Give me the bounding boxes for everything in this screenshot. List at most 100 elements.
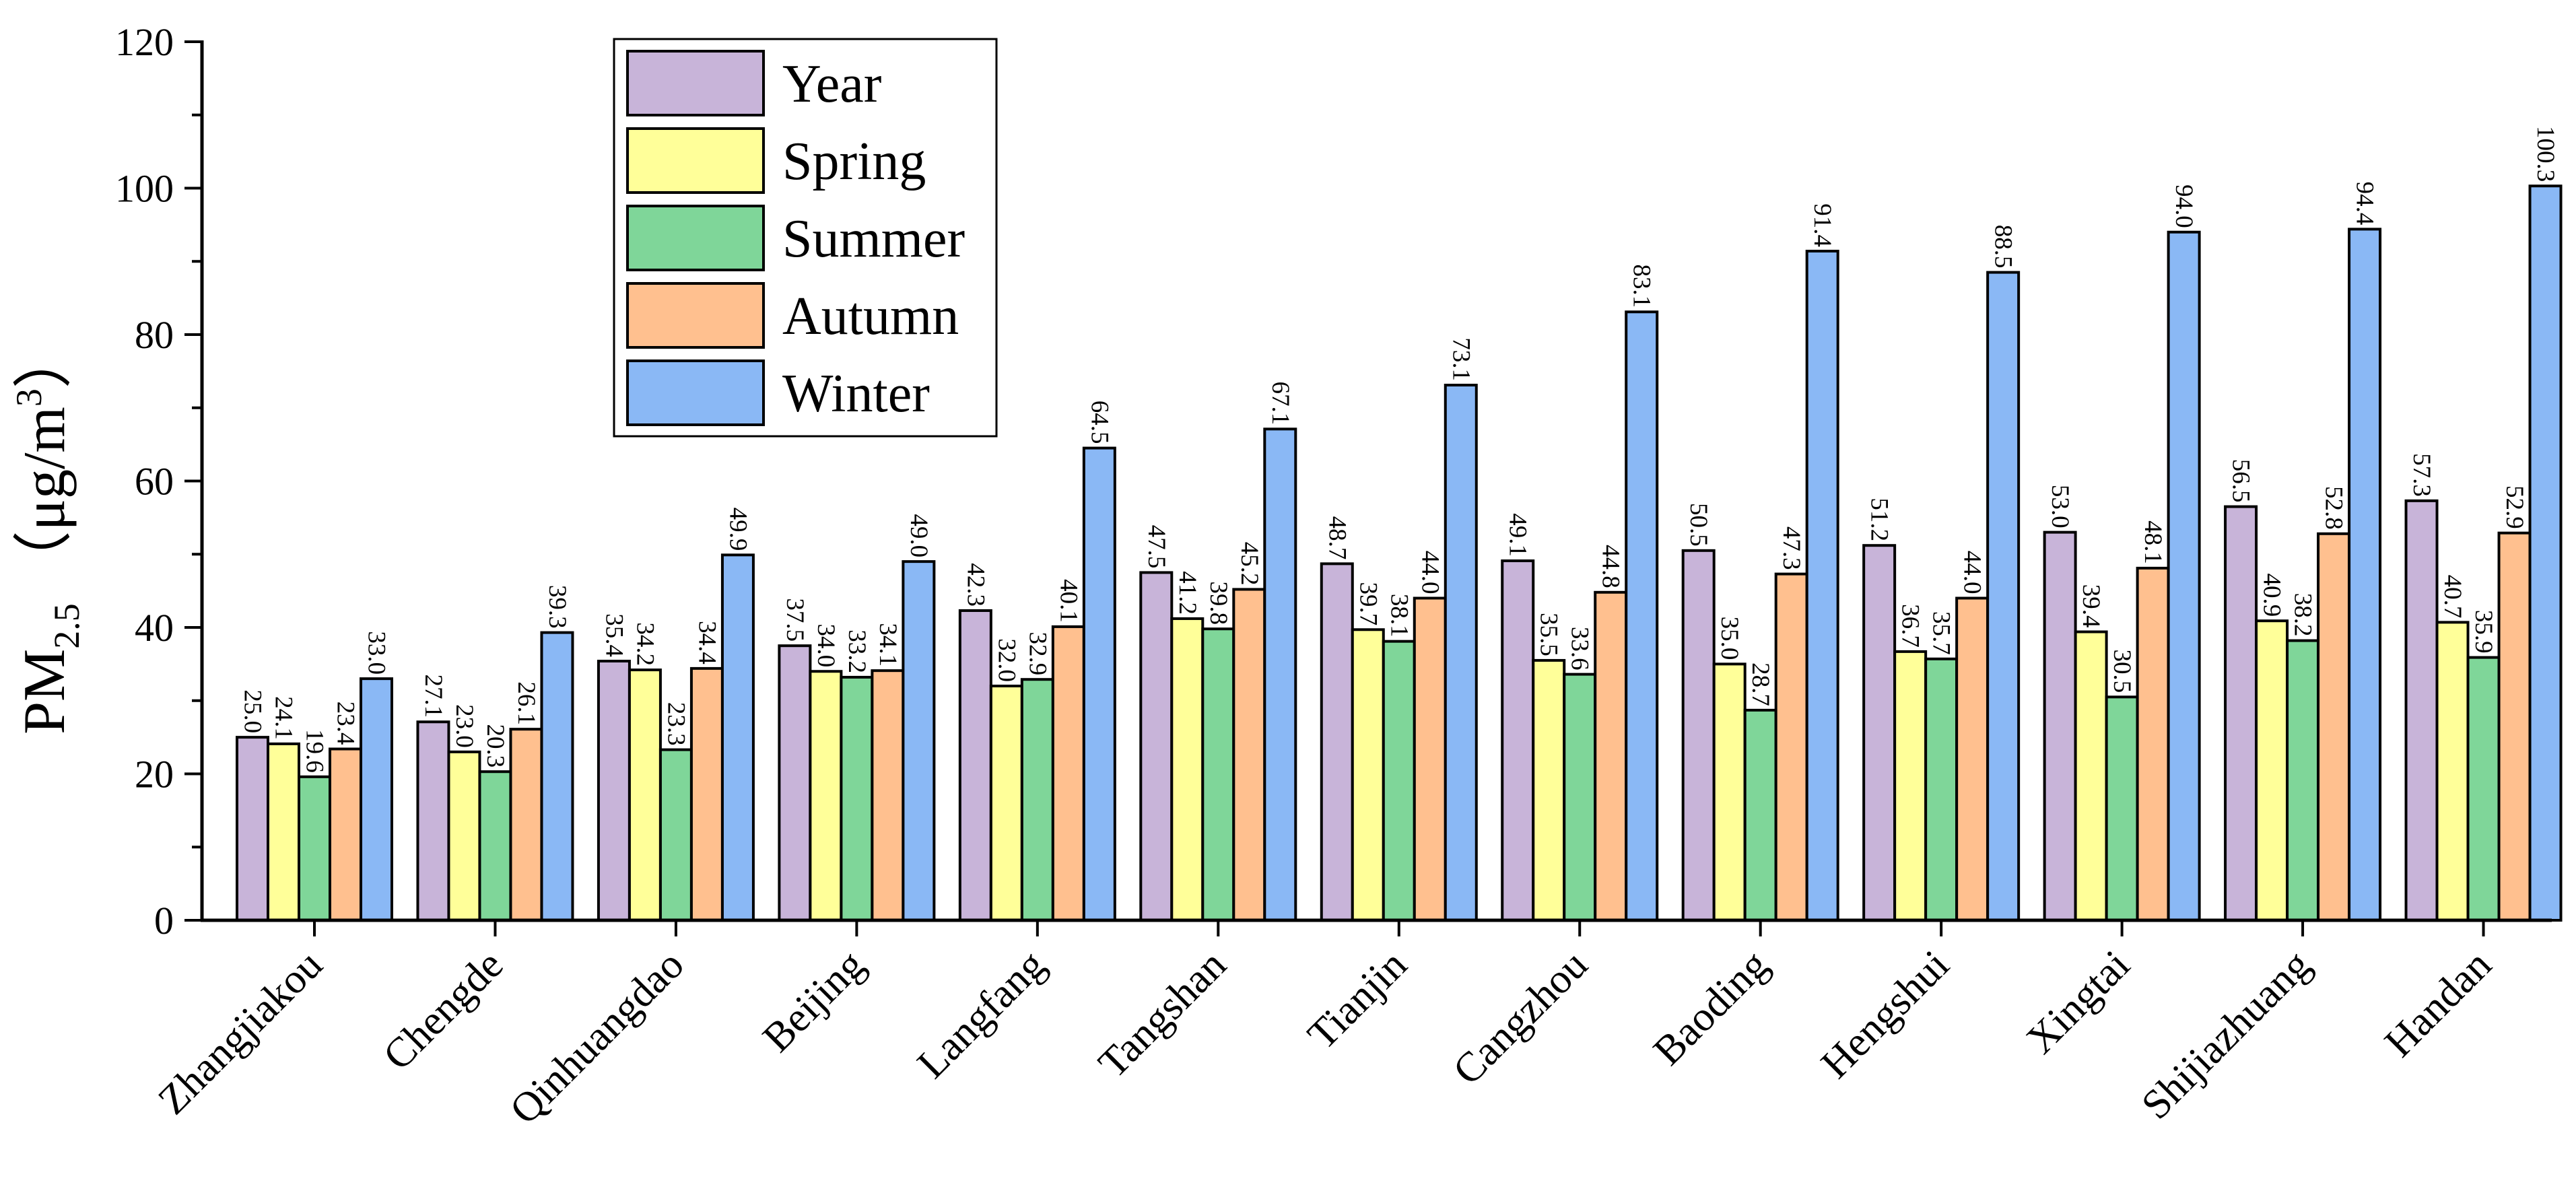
bar-winter-zhangjiakou bbox=[360, 677, 393, 922]
bar-year-zhangjiakou bbox=[236, 736, 269, 922]
bar-spring-handan bbox=[2435, 621, 2470, 922]
bar-summer-beijing bbox=[840, 675, 874, 922]
x-tick-label: Tianjin bbox=[1299, 942, 1416, 1058]
bar-year-tianjin bbox=[1320, 562, 1354, 922]
x-tick-label: Cangzhou bbox=[1444, 942, 1596, 1094]
bar-spring-langfang bbox=[989, 685, 1023, 922]
data-label-year-zhangjiakou: 25.0 bbox=[239, 689, 267, 733]
x-tick-label: Shijiazhuang bbox=[2133, 942, 2319, 1128]
bar-year-beijing bbox=[778, 644, 812, 922]
data-label-spring-langfang: 32.0 bbox=[992, 638, 1020, 682]
data-label-year-tangshan: 47.5 bbox=[1143, 525, 1170, 569]
legend-swatch-summer bbox=[626, 205, 765, 271]
data-label-year-xingtai: 53.0 bbox=[2046, 485, 2074, 528]
data-label-winter-zhangjiakou: 33.0 bbox=[363, 631, 391, 675]
data-label-spring-beijing: 34.0 bbox=[812, 624, 840, 668]
bar-winter-langfang bbox=[1082, 446, 1116, 922]
data-label-summer-langfang: 32.9 bbox=[1023, 631, 1051, 675]
data-label-autumn-langfang: 40.1 bbox=[1054, 579, 1082, 623]
bar-year-baoding bbox=[1681, 549, 1716, 922]
data-label-summer-chengde: 20.3 bbox=[481, 724, 509, 767]
y-axis-title-main: PM bbox=[12, 649, 77, 734]
bar-spring-tianjin bbox=[1351, 628, 1385, 922]
bar-autumn-shijiazhuang bbox=[2317, 532, 2351, 922]
x-tick-label: Baoding bbox=[1645, 942, 1777, 1074]
data-label-summer-shijiazhuang: 38.2 bbox=[2289, 593, 2317, 637]
data-label-winter-handan: 100.3 bbox=[2532, 126, 2559, 182]
y-axis-title: PM2.5 （μg/m3） bbox=[9, 329, 87, 734]
y-axis-title-unit-prefix: （μg/m bbox=[12, 407, 77, 590]
bar-winter-tianjin bbox=[1444, 384, 1478, 922]
legend-label-year: Year bbox=[782, 55, 881, 114]
data-label-winter-langfang: 64.5 bbox=[1085, 401, 1113, 444]
bar-winter-handan bbox=[2528, 184, 2563, 922]
y-tick-label: 0 bbox=[154, 899, 174, 942]
data-label-year-baoding: 50.5 bbox=[1685, 503, 1712, 547]
x-tick-label: Handan bbox=[2376, 942, 2500, 1066]
data-label-year-chengde: 27.1 bbox=[419, 675, 447, 718]
data-label-winter-cangzhou: 83.1 bbox=[1628, 265, 1656, 308]
data-label-autumn-handan: 52.9 bbox=[2501, 485, 2528, 529]
data-label-spring-baoding: 35.0 bbox=[1716, 617, 1743, 660]
y-axis-title-unit-suffix: ） bbox=[12, 329, 77, 388]
bar-winter-beijing bbox=[902, 560, 936, 922]
data-label-autumn-baoding: 47.3 bbox=[1777, 526, 1805, 570]
legend-swatch-autumn bbox=[626, 282, 765, 349]
data-label-summer-tangshan: 39.8 bbox=[1205, 581, 1232, 625]
data-label-autumn-hengshui: 44.0 bbox=[1959, 551, 1986, 594]
data-label-autumn-cangzhou: 44.8 bbox=[1597, 545, 1625, 588]
data-label-spring-shijiazhuang: 40.9 bbox=[2258, 573, 2286, 617]
bar-spring-shijiazhuang bbox=[2255, 619, 2289, 922]
y-tick-label: 20 bbox=[135, 753, 174, 796]
bar-winter-shijiazhuang bbox=[2348, 228, 2382, 922]
data-label-year-cangzhou: 49.1 bbox=[1504, 513, 1532, 557]
data-label-year-qinhuangdao: 35.4 bbox=[600, 613, 628, 657]
bar-spring-tangshan bbox=[1170, 617, 1205, 922]
bar-spring-hengshui bbox=[1893, 650, 1928, 922]
bar-winter-qinhuangdao bbox=[720, 553, 755, 922]
data-label-summer-cangzhou: 33.6 bbox=[1566, 627, 1594, 671]
bar-summer-langfang bbox=[1020, 678, 1054, 922]
bar-winter-tangshan bbox=[1263, 427, 1297, 922]
bar-year-tangshan bbox=[1139, 571, 1174, 922]
data-label-year-beijing: 37.5 bbox=[781, 598, 809, 642]
bar-summer-shijiazhuang bbox=[2286, 639, 2320, 922]
data-label-spring-cangzhou: 35.5 bbox=[1535, 613, 1563, 656]
bar-summer-tianjin bbox=[1382, 640, 1416, 922]
bar-autumn-cangzhou bbox=[1594, 590, 1628, 922]
bar-spring-cangzhou bbox=[1532, 658, 1566, 922]
data-label-summer-beijing: 33.2 bbox=[843, 629, 871, 673]
bar-summer-chengde bbox=[478, 770, 512, 922]
data-label-year-tianjin: 48.7 bbox=[1323, 516, 1351, 560]
data-label-winter-tianjin: 73.1 bbox=[1447, 337, 1475, 381]
x-tick-label: Zhangjiakou bbox=[149, 942, 331, 1124]
bar-year-langfang bbox=[958, 609, 992, 922]
data-label-year-langfang: 42.3 bbox=[961, 563, 989, 607]
data-label-autumn-shijiazhuang: 52.8 bbox=[2320, 486, 2348, 530]
bar-autumn-chengde bbox=[509, 728, 543, 922]
legend-label-spring: Spring bbox=[782, 132, 926, 191]
x-tick-label: Hengshui bbox=[1812, 942, 1958, 1087]
data-label-winter-chengde: 39.3 bbox=[543, 585, 571, 629]
x-tick-label: Langfang bbox=[909, 942, 1054, 1087]
bar-spring-zhangjiakou bbox=[267, 742, 300, 922]
y-tick-label: 40 bbox=[135, 606, 174, 650]
data-label-winter-qinhuangdao: 49.9 bbox=[724, 508, 751, 551]
data-label-winter-shijiazhuang: 94.4 bbox=[2351, 182, 2379, 226]
bar-summer-cangzhou bbox=[1563, 673, 1597, 922]
bar-summer-hengshui bbox=[1924, 657, 1959, 922]
bar-year-chengde bbox=[416, 720, 450, 922]
x-tick-label: Chengde bbox=[374, 942, 512, 1079]
x-tick-label: Qinhuangdao bbox=[502, 942, 693, 1133]
data-label-winter-beijing: 49.0 bbox=[905, 514, 933, 557]
bar-summer-tangshan bbox=[1201, 627, 1235, 922]
data-label-autumn-qinhuangdao: 34.4 bbox=[693, 621, 720, 664]
data-label-winter-tangshan: 67.1 bbox=[1266, 382, 1294, 425]
legend-swatch-year bbox=[626, 50, 765, 116]
data-label-spring-tianjin: 39.7 bbox=[1354, 582, 1382, 626]
data-label-summer-hengshui: 35.7 bbox=[1928, 611, 1955, 655]
data-label-spring-tangshan: 41.2 bbox=[1174, 571, 1201, 615]
bar-year-hengshui bbox=[1862, 544, 1897, 922]
bar-winter-cangzhou bbox=[1625, 310, 1659, 922]
